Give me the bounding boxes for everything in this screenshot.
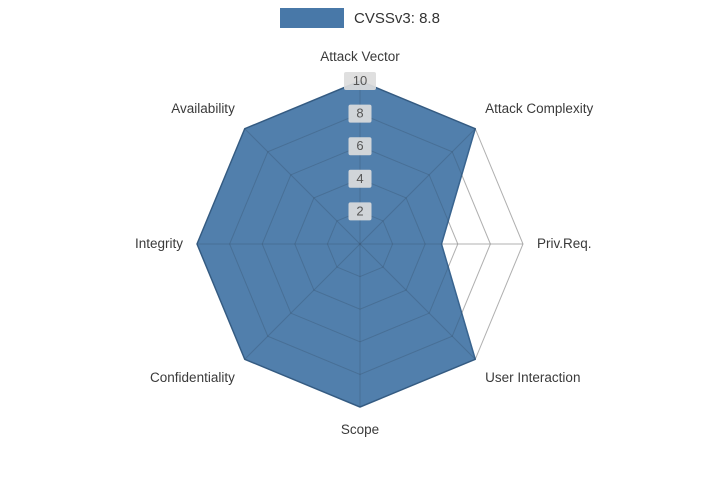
radial-tick-label: 4 [356,171,363,186]
grid-ring-overlay [326,210,394,278]
axis-label: Availability [171,101,235,116]
grid-spoke-overlay [359,128,476,245]
grid-spoke-overlay [244,128,361,245]
radial-tick-chip [348,104,372,123]
axis-label: Scope [341,422,379,437]
radial-tick-chip [348,169,372,188]
radial-tick-label: 2 [356,203,363,218]
axis-label: Confidentiality [150,370,235,385]
radial-tick-label: 10 [353,73,367,88]
axis-label: Attack Complexity [485,101,593,116]
legend[interactable]: CVSSv3: 8.8 [0,8,720,28]
axis-label: Priv.Req. [537,236,592,251]
grid-ring-overlay [261,145,459,343]
grid-spoke-overlay [359,243,476,360]
legend-swatch [280,8,345,28]
legend-label: CVSSv3: 8.8 [354,9,440,27]
axis-label: Attack Vector [320,49,400,64]
grid-ring-overlay [196,80,524,408]
axis-label: User Interaction [485,370,580,385]
radial-tick-label: 6 [356,138,363,153]
grid-ring-overlay [229,113,491,375]
axis-label: Integrity [135,236,183,251]
radial-tick-chip [344,72,376,90]
radial-tick-chip [348,137,372,156]
grid-ring-overlay [294,178,426,310]
radial-tick-chip [348,202,372,221]
data-polygon [196,80,477,408]
grid-spoke-overlay [244,243,361,360]
radial-tick-label: 8 [356,106,363,121]
